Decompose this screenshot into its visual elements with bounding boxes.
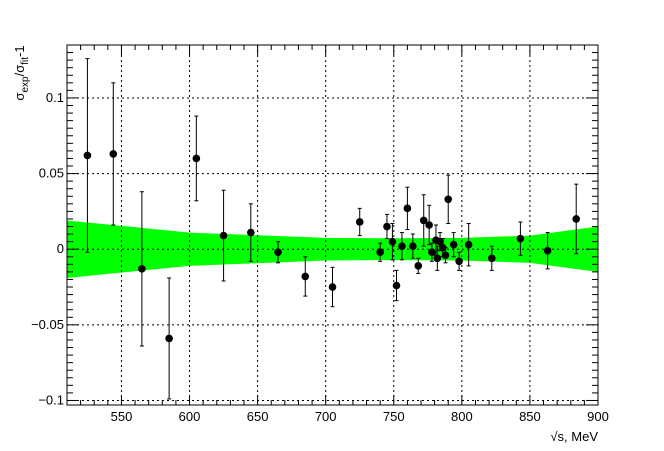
y-tick-label: 0.05: [39, 166, 64, 181]
y-title-sigma2: σ: [12, 65, 27, 73]
y-axis-title: σexp/σfit-1: [12, 45, 31, 100]
data-point: [488, 254, 496, 263]
data-point: [543, 246, 552, 255]
x-tick-label: 650: [247, 409, 269, 424]
data-point: [355, 218, 364, 226]
data-point: [83, 151, 92, 160]
x-tick-label: 750: [383, 409, 405, 424]
plot-frame: [66, 44, 599, 406]
y-axis-ticks: [67, 52, 598, 401]
data-point: [419, 216, 428, 225]
y-tick-label: 0.1: [46, 90, 64, 105]
data-points-layer: [83, 58, 581, 400]
x-tick-label: 600: [179, 409, 201, 424]
y-title-sub1: exp: [20, 76, 31, 93]
x-tick-label: 800: [451, 409, 473, 424]
x-tick-label: 700: [315, 409, 337, 424]
data-point: [219, 231, 228, 240]
x-axis-ticks: [80, 45, 599, 405]
y-title-slash: /: [12, 72, 27, 76]
data-point: [441, 251, 450, 260]
y-axis-tick-labels: −0.1 −0.05 0 0.05 0.1: [31, 90, 64, 408]
y-tick-label: −0.05: [31, 317, 64, 332]
y-tick-label: −0.1: [38, 392, 64, 407]
data-point: [274, 248, 282, 257]
data-point: [109, 150, 118, 158]
data-point: [414, 262, 423, 270]
data-point: [388, 237, 397, 246]
data-point: [301, 272, 310, 281]
y-title-sigma1: σ: [12, 93, 27, 101]
data-point: [328, 283, 337, 291]
data-point: [392, 281, 401, 290]
data-point: [425, 221, 433, 229]
data-point: [398, 242, 406, 250]
x-tick-label: 850: [519, 409, 541, 424]
data-point: [383, 222, 391, 231]
data-point: [433, 254, 442, 263]
data-point: [438, 243, 447, 252]
data-point: [403, 204, 412, 213]
data-point: [455, 257, 463, 266]
data-point: [138, 265, 146, 273]
y-title-tail: -1: [12, 45, 27, 57]
data-point: [449, 240, 458, 249]
data-point: [464, 240, 473, 249]
data-point: [192, 154, 201, 163]
x-tick-label: 550: [111, 409, 133, 424]
x-axis-tick-labels: 550 600 650 700 750 800 850 900: [111, 409, 609, 424]
grid-layer: [67, 45, 598, 405]
data-point: [428, 248, 436, 257]
data-point: [444, 195, 453, 204]
y-title-sub2: fit: [20, 57, 31, 65]
x-tick-label: 900: [587, 409, 609, 424]
data-point: [165, 334, 173, 343]
x-axis-title: √s, MeV: [550, 429, 598, 444]
data-point: [376, 248, 384, 257]
data-point: [436, 237, 444, 246]
y-tick-label: 0: [57, 241, 64, 256]
data-point: [516, 234, 525, 243]
data-point: [572, 215, 581, 223]
data-point: [247, 228, 255, 237]
data-point: [409, 242, 417, 250]
